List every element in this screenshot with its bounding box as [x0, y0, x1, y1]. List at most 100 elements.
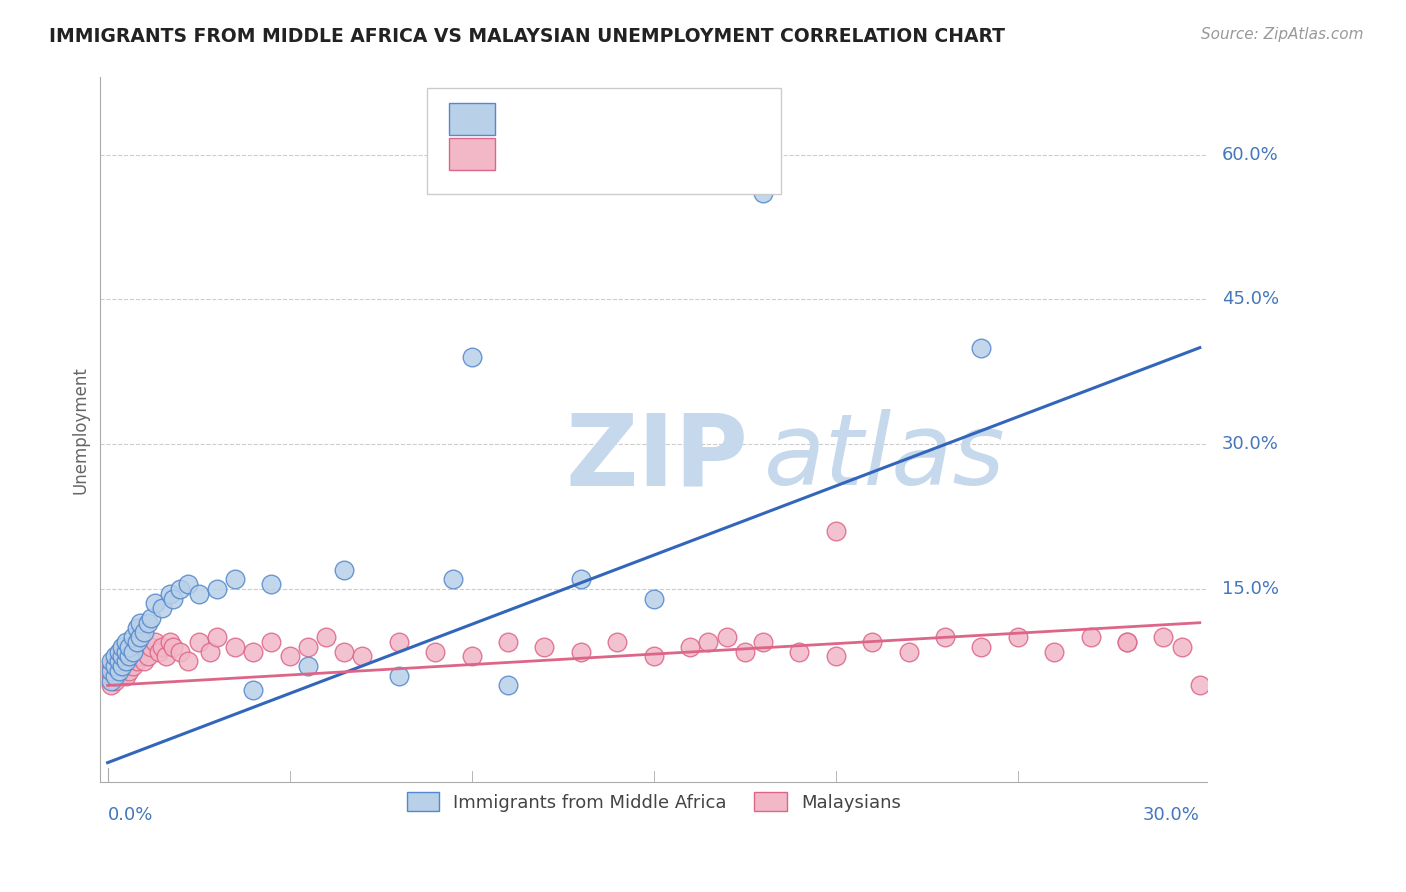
Point [100, 664, 122, 678]
Point [132, 645, 155, 659]
Point [129, 649, 152, 664]
Point [205, 630, 228, 644]
Point [129, 630, 152, 644]
Point [177, 654, 200, 668]
Point [1116, 635, 1139, 649]
Text: 0.0%: 0.0% [108, 806, 153, 824]
Point [533, 640, 555, 654]
Point [122, 645, 145, 659]
Point [934, 630, 956, 644]
Point [143, 596, 166, 610]
Point [260, 577, 283, 591]
Point [132, 654, 155, 668]
Point [132, 625, 155, 640]
Point [111, 640, 134, 654]
Point [169, 582, 191, 596]
Point [970, 640, 993, 654]
Point [111, 659, 134, 673]
Point [118, 640, 141, 654]
Text: 30.0%: 30.0% [1222, 435, 1278, 453]
Point [107, 645, 129, 659]
Point [104, 669, 127, 683]
Point [141, 611, 163, 625]
Point [752, 635, 775, 649]
Point [100, 654, 122, 668]
Point [122, 645, 145, 659]
Point [569, 572, 592, 586]
Point [460, 351, 482, 365]
Text: R =: R = [506, 145, 546, 163]
Point [159, 635, 181, 649]
Point [129, 635, 152, 649]
Legend: Immigrants from Middle Africa, Malaysians: Immigrants from Middle Africa, Malaysian… [399, 785, 908, 819]
Text: 47: 47 [679, 110, 704, 128]
Point [643, 591, 665, 606]
Point [1007, 630, 1029, 644]
Text: 30.0%: 30.0% [1143, 806, 1199, 824]
Point [860, 635, 883, 649]
Point [824, 524, 846, 538]
Point [496, 678, 519, 692]
Point [1116, 635, 1139, 649]
Point [224, 640, 246, 654]
Point [141, 640, 163, 654]
Point [100, 659, 122, 673]
FancyBboxPatch shape [449, 103, 495, 136]
Point [114, 649, 136, 664]
Point [734, 645, 756, 659]
Y-axis label: Unemployment: Unemployment [72, 366, 89, 493]
Text: Source: ZipAtlas.com: Source: ZipAtlas.com [1201, 27, 1364, 42]
Point [205, 582, 228, 596]
Point [425, 645, 447, 659]
Text: 0.185: 0.185 [554, 145, 612, 163]
Point [104, 649, 127, 664]
Point [114, 645, 136, 659]
Point [224, 572, 246, 586]
Point [114, 669, 136, 683]
Point [150, 640, 173, 654]
Point [606, 635, 628, 649]
Point [104, 654, 127, 668]
Point [122, 630, 145, 644]
Point [388, 669, 411, 683]
Point [107, 649, 129, 664]
Text: N =: N = [636, 110, 675, 128]
Point [496, 635, 519, 649]
Point [155, 649, 177, 664]
Point [150, 601, 173, 615]
Point [443, 572, 465, 586]
Point [136, 615, 159, 630]
Point [752, 186, 775, 201]
Point [716, 630, 738, 644]
Point [278, 649, 301, 664]
Point [333, 563, 356, 577]
Text: R =: R = [506, 110, 546, 128]
Point [107, 659, 129, 673]
Point [897, 645, 920, 659]
Point [1152, 630, 1174, 644]
Point [125, 640, 148, 654]
Text: 60.0%: 60.0% [1222, 145, 1278, 163]
Point [111, 664, 134, 678]
Point [187, 635, 209, 649]
Point [260, 635, 283, 649]
Point [162, 640, 184, 654]
Text: 74: 74 [679, 145, 704, 163]
Point [118, 654, 141, 668]
Text: ZIP: ZIP [565, 409, 748, 507]
Point [242, 683, 264, 698]
Point [143, 635, 166, 649]
Point [824, 649, 846, 664]
FancyBboxPatch shape [449, 138, 495, 170]
Point [242, 645, 264, 659]
Point [460, 649, 482, 664]
Point [111, 654, 134, 668]
Point [1188, 678, 1211, 692]
Point [297, 640, 319, 654]
Point [111, 649, 134, 664]
Point [125, 635, 148, 649]
Point [352, 649, 374, 664]
Point [315, 630, 337, 644]
Point [111, 645, 134, 659]
Point [148, 645, 170, 659]
